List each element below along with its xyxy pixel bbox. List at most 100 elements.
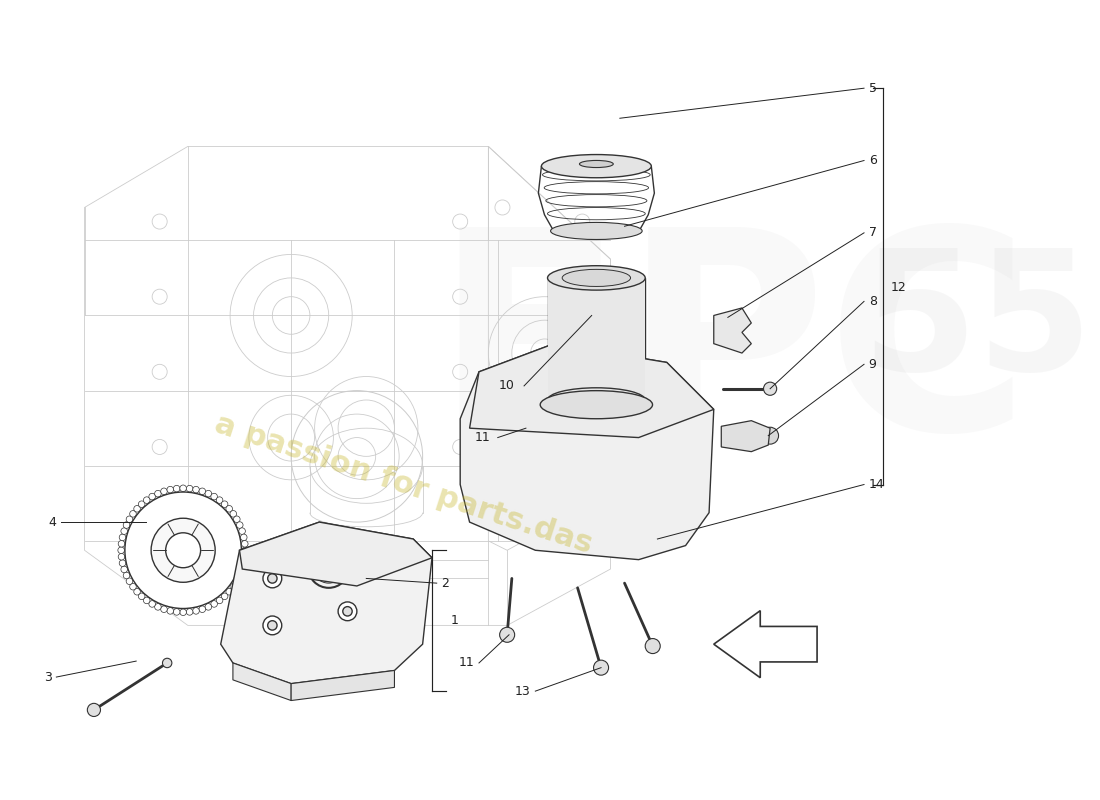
Circle shape	[659, 528, 666, 534]
Circle shape	[242, 554, 249, 560]
Circle shape	[87, 703, 100, 717]
Circle shape	[143, 597, 150, 604]
Circle shape	[205, 604, 211, 610]
Circle shape	[179, 485, 186, 491]
Circle shape	[263, 616, 282, 634]
Circle shape	[338, 553, 356, 572]
Circle shape	[221, 593, 228, 600]
Circle shape	[688, 472, 694, 478]
Circle shape	[230, 510, 236, 517]
Ellipse shape	[548, 266, 646, 290]
Text: 5: 5	[869, 82, 877, 94]
Circle shape	[130, 510, 136, 517]
Circle shape	[236, 522, 243, 528]
Circle shape	[263, 569, 282, 588]
Circle shape	[134, 589, 141, 595]
Circle shape	[496, 394, 509, 406]
Circle shape	[211, 601, 218, 607]
Circle shape	[123, 572, 130, 578]
Text: 11: 11	[474, 431, 491, 444]
Circle shape	[343, 558, 352, 567]
Circle shape	[674, 412, 688, 426]
Circle shape	[143, 497, 150, 503]
Circle shape	[179, 609, 186, 615]
Circle shape	[119, 560, 125, 566]
Text: 10: 10	[498, 379, 515, 393]
Circle shape	[230, 583, 236, 590]
Circle shape	[166, 533, 200, 568]
Circle shape	[211, 494, 218, 500]
Circle shape	[148, 601, 155, 607]
Circle shape	[761, 427, 779, 444]
Circle shape	[226, 589, 232, 595]
Text: 55: 55	[861, 243, 1092, 406]
Circle shape	[205, 490, 211, 497]
Circle shape	[151, 518, 216, 582]
Circle shape	[155, 604, 162, 610]
Circle shape	[763, 382, 777, 395]
Circle shape	[123, 522, 130, 528]
Ellipse shape	[548, 388, 646, 412]
Circle shape	[241, 534, 248, 541]
Text: EPC: EPC	[433, 218, 1031, 488]
Circle shape	[174, 486, 180, 492]
Circle shape	[167, 486, 174, 493]
Polygon shape	[240, 522, 432, 586]
Circle shape	[541, 533, 548, 539]
Circle shape	[139, 501, 145, 507]
Circle shape	[678, 415, 684, 422]
Ellipse shape	[580, 161, 614, 167]
Circle shape	[155, 490, 162, 497]
Polygon shape	[233, 663, 292, 701]
Circle shape	[161, 606, 167, 613]
Circle shape	[581, 379, 594, 393]
Circle shape	[186, 486, 192, 492]
Circle shape	[242, 547, 249, 554]
Circle shape	[199, 488, 206, 494]
Polygon shape	[722, 421, 770, 452]
Circle shape	[684, 469, 697, 482]
Circle shape	[239, 528, 245, 534]
Text: 14: 14	[869, 478, 884, 491]
Circle shape	[134, 506, 141, 512]
Circle shape	[148, 494, 155, 500]
Circle shape	[217, 497, 223, 503]
Circle shape	[130, 583, 136, 590]
Text: 13: 13	[515, 685, 530, 698]
Circle shape	[646, 638, 660, 654]
Circle shape	[118, 541, 124, 547]
Circle shape	[167, 608, 174, 614]
Circle shape	[338, 602, 356, 621]
Text: 8: 8	[869, 295, 877, 308]
Polygon shape	[548, 278, 646, 400]
Text: 4: 4	[48, 515, 56, 529]
Circle shape	[192, 608, 199, 614]
Polygon shape	[292, 670, 395, 701]
Text: 6: 6	[869, 154, 877, 167]
Text: 9: 9	[869, 358, 877, 371]
Text: a passion for parts.das: a passion for parts.das	[211, 410, 596, 559]
Circle shape	[119, 534, 125, 541]
Circle shape	[499, 397, 506, 403]
Circle shape	[538, 530, 551, 542]
Circle shape	[174, 609, 180, 615]
Circle shape	[267, 574, 277, 583]
Text: 3: 3	[44, 670, 52, 683]
Circle shape	[584, 382, 591, 389]
Circle shape	[192, 486, 199, 493]
Circle shape	[233, 516, 240, 522]
Circle shape	[163, 658, 172, 668]
Polygon shape	[714, 308, 751, 353]
Circle shape	[161, 488, 167, 494]
Circle shape	[239, 566, 245, 573]
Circle shape	[226, 506, 232, 512]
Circle shape	[118, 547, 124, 554]
Circle shape	[121, 528, 128, 534]
Circle shape	[594, 660, 608, 675]
Circle shape	[121, 566, 128, 573]
Circle shape	[343, 606, 352, 616]
Text: 11: 11	[459, 657, 474, 670]
Polygon shape	[470, 344, 714, 438]
Circle shape	[236, 572, 243, 578]
Text: 2: 2	[441, 577, 449, 590]
